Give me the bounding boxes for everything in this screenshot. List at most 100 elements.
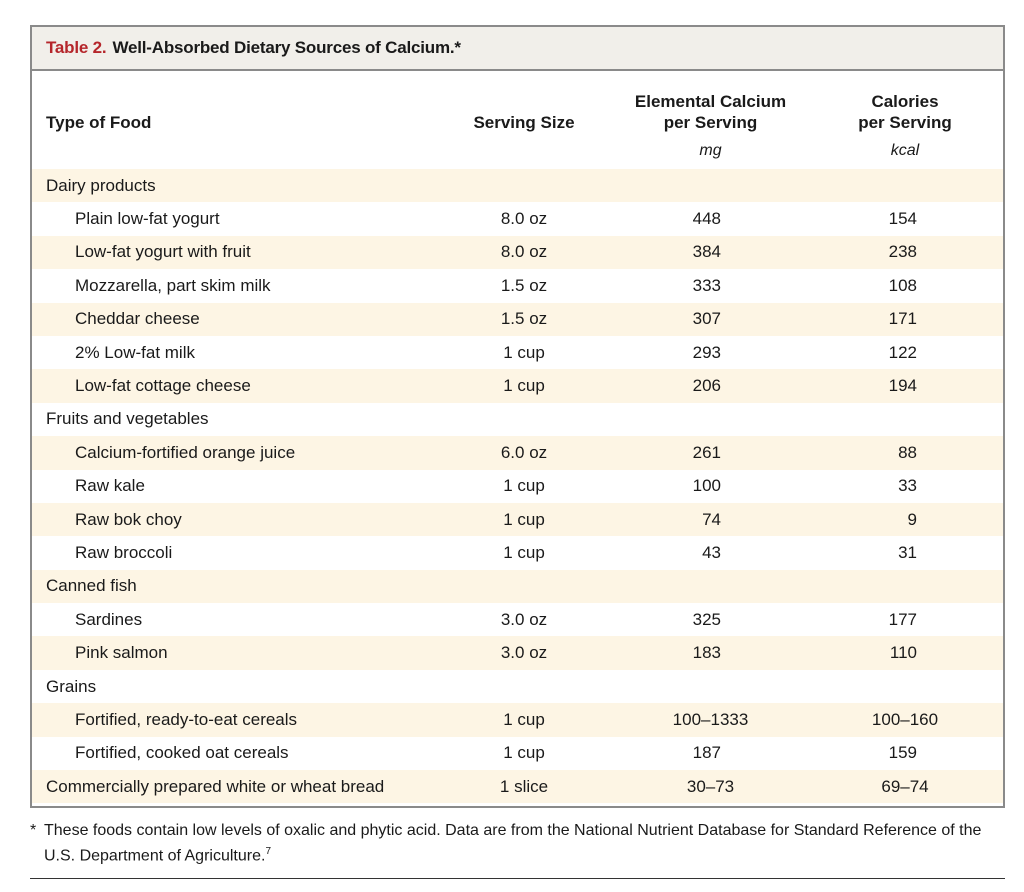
calcium-mg: 74 — [614, 502, 807, 537]
footnote-ref: 7 — [265, 846, 271, 857]
unit-calcium: mg — [699, 142, 722, 159]
serving-size: 1 cup — [503, 542, 545, 562]
table-row: Cheddar cheese 1.5 oz 307 171 — [32, 302, 1003, 336]
food-name: Mozzarella, part skim milk — [75, 275, 271, 295]
food-name: Plain low-fat yogurt — [75, 209, 220, 229]
food-name: Fortified, ready-to-eat cereals — [32, 703, 434, 737]
table-number: Table 2. — [46, 38, 107, 57]
header-calories: Calories per Serving — [807, 71, 1003, 138]
serving-size — [434, 569, 614, 604]
unit-row: mg kcal — [32, 138, 1003, 169]
calcium-mg: 325 — [692, 609, 721, 629]
serving-size: 8.0 oz — [434, 235, 614, 270]
group-row: Dairy products — [32, 169, 1003, 203]
calories-kcal — [807, 670, 1003, 703]
group-name: Canned fish — [32, 569, 434, 604]
food-name: Fortified, cooked oat cereals — [75, 743, 289, 763]
group-name: Grains — [46, 676, 97, 696]
serving-size: 1 cup — [503, 342, 545, 362]
calories-kcal: 9 — [807, 502, 1003, 537]
bottom-rule — [30, 878, 1005, 879]
header-calcium-line2: per Serving — [663, 113, 758, 132]
table-row: Sardines 3.0 oz 325 177 — [32, 603, 1003, 636]
serving-size: 1 cup — [503, 476, 545, 496]
footnote-mark: * — [30, 822, 37, 839]
footnote-text: These foods contain low levels of oxalic… — [44, 822, 982, 865]
calories-kcal: 31 — [898, 542, 917, 562]
calories-kcal: 171 — [807, 302, 1003, 336]
calories-kcal: 69–74 — [807, 770, 1003, 804]
food-name: Raw bok choy — [32, 502, 434, 537]
serving-size: 3.0 oz — [500, 609, 548, 629]
table-row: Calcium-fortified orange juice 6.0 oz 261 8… — [32, 436, 1003, 470]
calcium-mg: 448 — [692, 209, 721, 229]
calcium-mg: 206 — [614, 369, 807, 403]
group-row: Grains — [32, 670, 1003, 703]
header-calories-line1: Calories — [871, 92, 939, 111]
calories-kcal: 100–160 — [807, 703, 1003, 737]
calcium-mg: 333 — [692, 275, 721, 295]
table-row: Raw broccoli 1 cup 43 31 — [32, 536, 1003, 569]
calcium-mg: 43 — [702, 542, 721, 562]
food-name: Low-fat cottage cheese — [32, 369, 434, 403]
calories-kcal: 194 — [807, 369, 1003, 403]
header-serving-size: Serving Size — [473, 113, 575, 132]
food-name: Calcium-fortified orange juice — [32, 436, 434, 470]
serving-size: 1.5 oz — [500, 275, 548, 295]
serving-size: 1 cup — [434, 369, 614, 403]
table-row: Raw bok choy 1 cup 74 9 — [32, 502, 1003, 537]
serving-size: 1 cup — [434, 703, 614, 737]
table-row: Plain low-fat yogurt 8.0 oz 448 154 — [32, 202, 1003, 235]
data-table: Type of Food Serving Size Elemental Calc… — [32, 71, 1003, 804]
calories-kcal — [807, 403, 1003, 436]
serving-size — [434, 169, 614, 203]
table-caption: Table 2. Well-Absorbed Dietary Sources o… — [32, 27, 1003, 71]
table-row: Raw kale 1 cup 100 33 — [32, 470, 1003, 503]
calcium-mg: 384 — [614, 235, 807, 270]
serving-size: 1.5 oz — [434, 302, 614, 336]
header-calories-line2: per Serving — [858, 113, 952, 132]
calories-kcal — [807, 169, 1003, 203]
table-row: Fortified, cooked oat cereals 1 cup 187 159 — [32, 737, 1003, 770]
header-calcium-line1: Elemental Calcium — [634, 92, 787, 111]
table-row: Mozzarella, part skim milk 1.5 oz 333 108 — [32, 269, 1003, 302]
header-type-of-food: Type of Food — [46, 113, 152, 132]
calcium-mg: 100 — [692, 476, 721, 496]
calcium-mg: 293 — [692, 342, 721, 362]
calcium-mg: 30–73 — [614, 770, 807, 804]
table-row: Pink salmon 3.0 oz 183 110 — [32, 636, 1003, 670]
calcium-mg — [614, 569, 807, 604]
food-name: Pink salmon — [32, 636, 434, 670]
calories-kcal: 88 — [807, 436, 1003, 470]
table-row: 2% Low-fat milk 1 cup 293 122 — [32, 336, 1003, 369]
serving-size: 6.0 oz — [434, 436, 614, 470]
serving-size: 1 cup — [503, 743, 545, 763]
table-body: Dairy products Plain low-fat yogurt 8.0 oz… — [32, 169, 1003, 804]
serving-size — [434, 403, 614, 436]
food-name: Raw kale — [75, 476, 145, 496]
group-name: Dairy products — [32, 169, 434, 203]
calcium-mg: 100–1333 — [614, 703, 807, 737]
serving-size: 1 cup — [434, 502, 614, 537]
calcium-mg: 261 — [614, 436, 807, 470]
food-name: 2% Low-fat milk — [75, 342, 195, 362]
serving-size: 8.0 oz — [500, 209, 548, 229]
calories-kcal: 122 — [888, 342, 917, 362]
table-row: Low-fat cottage cheese 1 cup 206 194 — [32, 369, 1003, 403]
food-name: Raw broccoli — [75, 542, 173, 562]
calories-kcal — [807, 569, 1003, 604]
group-row: Canned fish — [32, 569, 1003, 604]
calcium-table: Table 2. Well-Absorbed Dietary Sources o… — [30, 25, 1005, 808]
calories-kcal: 159 — [888, 743, 917, 763]
header-elemental-calcium: Elemental Calcium per Serving — [614, 71, 807, 138]
calcium-mg: 183 — [614, 636, 807, 670]
calcium-mg: 187 — [692, 743, 721, 763]
food-name: Commercially prepared white or wheat bre… — [32, 770, 434, 804]
calcium-mg: 307 — [614, 302, 807, 336]
table-row: Low-fat yogurt with fruit 8.0 oz 384 238 — [32, 235, 1003, 270]
header-row: Type of Food Serving Size Elemental Calc… — [32, 71, 1003, 138]
calories-kcal: 238 — [807, 235, 1003, 270]
food-name: Sardines — [75, 609, 143, 629]
table-footnote: * These foods contain low levels of oxal… — [30, 820, 1005, 866]
serving-size: 3.0 oz — [434, 636, 614, 670]
